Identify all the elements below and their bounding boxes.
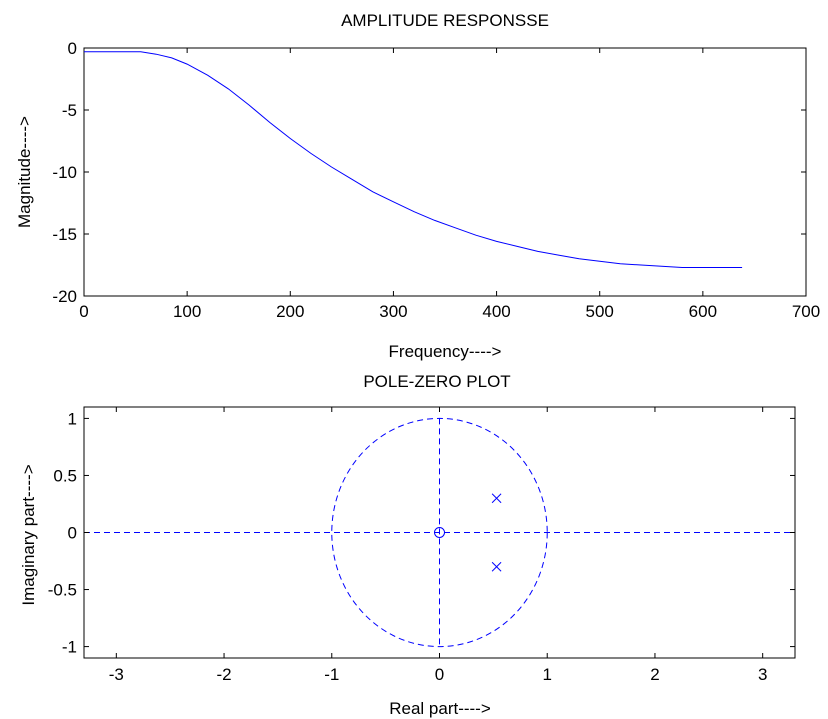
x-tick-label: 0 xyxy=(435,665,444,684)
y-tick-label: 1 xyxy=(68,409,77,428)
y-tick-label: 0 xyxy=(68,39,77,58)
y-axis-label: Magnitude----> xyxy=(15,116,34,228)
pole-zero-marks xyxy=(84,417,795,648)
x-axis-label: Real part----> xyxy=(389,699,491,718)
x-tick-label: -1 xyxy=(324,665,339,684)
plot-frame xyxy=(83,47,807,297)
x-tick-label: 1 xyxy=(542,665,551,684)
axis-ticks: -3 -2 -1 0 1 2 3 1 0.5 0 -0.5 -1 xyxy=(48,407,795,684)
x-tick-label: 700 xyxy=(792,302,820,321)
x-tick-label: 3 xyxy=(758,665,767,684)
pole-zero-chart: POLE-ZERO PLOT -3 -2 -1 0 1 2 3 1 0.5 0 -0.5 -1 Rea… xyxy=(19,372,796,718)
pole-marker xyxy=(491,561,502,572)
chart-title: AMPLITUDE RESPONSSE xyxy=(341,11,549,30)
y-tick-label: -20 xyxy=(52,287,77,306)
pole-marker xyxy=(491,493,502,504)
x-tick-label: -3 xyxy=(109,665,124,684)
x-tick-label: 2 xyxy=(650,665,659,684)
x-tick-label: 400 xyxy=(482,302,510,321)
y-tick-label: -1 xyxy=(62,638,77,657)
x-tick-label: -2 xyxy=(216,665,231,684)
x-tick-label: 600 xyxy=(689,302,717,321)
amplitude-response-chart: AMPLITUDE RESPONSSE 0 100 200 300 400 500 600 7… xyxy=(15,11,820,361)
y-axis-label: Imaginary part----> xyxy=(19,464,38,605)
x-tick-label: 0 xyxy=(79,302,88,321)
x-tick-label: 100 xyxy=(173,302,201,321)
y-tick-label: 0.5 xyxy=(53,466,77,485)
unit-circle xyxy=(331,417,548,648)
y-tick-label: -15 xyxy=(52,225,77,244)
x-tick-label: 200 xyxy=(276,302,304,321)
x-axis-label: Frequency----> xyxy=(389,342,502,361)
y-tick-label: -5 xyxy=(62,101,77,120)
pole-stroke xyxy=(491,561,502,572)
x-tick-label: 300 xyxy=(379,302,407,321)
chart-title: POLE-ZERO PLOT xyxy=(363,372,510,391)
y-tick-label: -10 xyxy=(52,163,77,182)
series-line xyxy=(84,51,743,268)
pole-stroke xyxy=(491,493,502,504)
zero-marker xyxy=(434,527,445,538)
y-tick-label: 0 xyxy=(68,524,77,543)
x-tick-label: 500 xyxy=(586,302,614,321)
y-tick-label: -0.5 xyxy=(48,581,77,600)
axis-ticks: 0 100 200 300 400 500 600 700 0 -5 -10 -15 -20 xyxy=(52,39,820,321)
